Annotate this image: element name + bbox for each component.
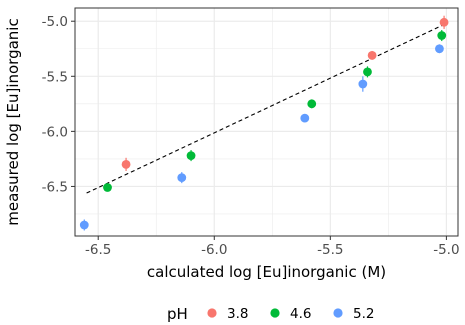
- point-marker: [358, 79, 368, 89]
- legend-key: [207, 308, 217, 318]
- legend-title: pH: [167, 305, 188, 323]
- y-tick-label: -5.5: [42, 69, 68, 85]
- point-marker: [307, 99, 317, 109]
- point-marker: [437, 31, 447, 40]
- data-point-3.8: [121, 157, 131, 172]
- data-point-4.6: [103, 183, 112, 192]
- legend-item-4.6: 4.6: [270, 306, 311, 322]
- legend-label: 3.8: [227, 306, 248, 322]
- data-point-3.8: [439, 15, 449, 29]
- grid-lines: [75, 8, 458, 236]
- data-point-4.6: [186, 150, 196, 162]
- data-point-5.2: [79, 219, 89, 231]
- point-marker: [121, 160, 131, 169]
- y-axis-ticks: -6.5 -6.0 -5.5 -5.0: [42, 14, 75, 195]
- data-point-5.2: [358, 76, 368, 92]
- legend-item-5.2: 5.2: [333, 306, 374, 322]
- point-marker: [300, 113, 310, 123]
- plot-border: [74, 7, 459, 237]
- legend-key: [270, 308, 280, 318]
- point-marker: [367, 50, 377, 60]
- point-marker: [435, 44, 444, 54]
- data-point-5.2: [435, 44, 444, 54]
- data-point-5.2: [300, 113, 310, 123]
- x-tick-label: -5.0: [433, 242, 459, 258]
- data-points: [79, 15, 449, 231]
- y-axis-title: measured log [Eu]inorganic: [4, 18, 22, 225]
- data-point-4.6: [437, 30, 447, 42]
- x-tick-label: -6.0: [201, 242, 227, 258]
- y-tick-label: -6.0: [42, 124, 68, 140]
- point-marker: [103, 183, 112, 192]
- legend-label: 4.6: [290, 306, 311, 322]
- point-marker: [363, 67, 372, 77]
- x-axis-ticks: -6.5 -6.0 -5.5 -5.0: [85, 236, 460, 258]
- y-tick-label: -5.0: [42, 14, 68, 30]
- legend-key: [333, 308, 343, 318]
- legend: pH 3.8 4.6 5.2: [167, 305, 374, 323]
- data-point-5.2: [177, 172, 187, 184]
- data-point-3.8: [367, 50, 377, 60]
- point-marker: [186, 151, 196, 160]
- data-point-4.6: [363, 66, 372, 78]
- legend-item-3.8: 3.8: [207, 306, 248, 322]
- x-tick-label: -5.5: [317, 242, 343, 258]
- point-marker: [177, 173, 187, 183]
- data-point-4.6: [307, 99, 317, 109]
- plot-panel: [74, 7, 459, 237]
- point-marker: [79, 220, 89, 230]
- x-axis-title: calculated log [Eu]inorganic (M): [147, 263, 386, 281]
- y-tick-label: -6.5: [42, 179, 68, 195]
- reference-line: [86, 22, 447, 194]
- reference-line-group: [86, 22, 447, 194]
- x-tick-label: -6.5: [85, 242, 111, 258]
- point-marker: [439, 17, 449, 27]
- legend-label: 5.2: [353, 306, 374, 322]
